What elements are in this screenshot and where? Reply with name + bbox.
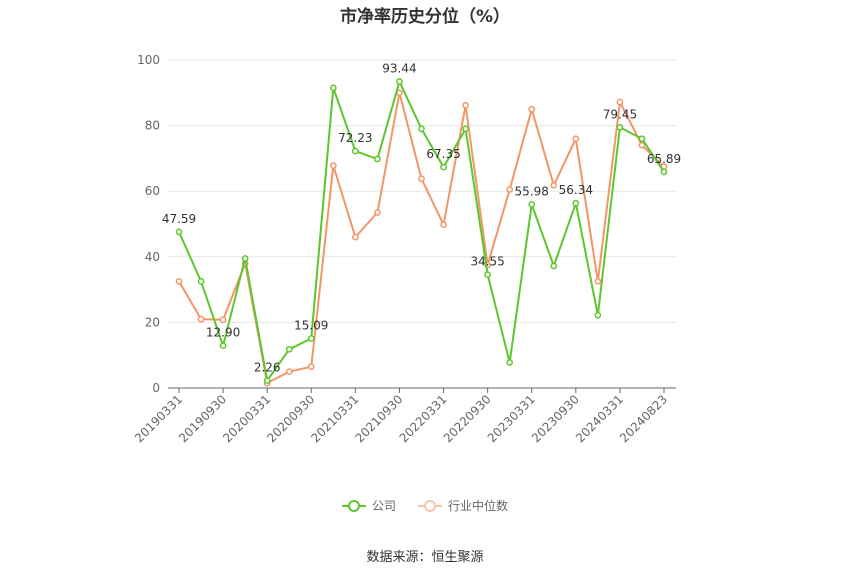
data-point-company — [594, 311, 602, 319]
data-point-industry-median — [418, 175, 425, 183]
data-point-company — [197, 278, 205, 285]
data-label: 34.55 — [470, 255, 504, 269]
data-point-company — [352, 147, 359, 155]
data-point-company — [440, 163, 447, 171]
data-point-industry-median — [329, 162, 337, 169]
data-point-industry-median — [440, 221, 447, 229]
data-point-industry-median — [550, 181, 558, 189]
data-point-industry-median — [462, 101, 469, 109]
data-point-industry-median — [594, 278, 602, 285]
data-point-industry-median — [285, 368, 293, 375]
legend-label-industry-median: 行业中位数 — [448, 499, 509, 513]
data-point-company — [572, 199, 580, 207]
data-point-company — [307, 335, 315, 342]
data-point-company — [374, 155, 381, 163]
y-tick-label: 60 — [145, 184, 160, 198]
data-label: 67.35 — [426, 147, 460, 161]
data-point-company — [263, 377, 271, 384]
data-label: 72.23 — [338, 131, 372, 145]
data-label: 2.26 — [254, 361, 281, 375]
y-tick-label: 80 — [145, 119, 160, 133]
data-point-company — [329, 84, 337, 92]
data-point-industry-median — [197, 315, 205, 323]
data-point-industry-median — [175, 278, 183, 285]
y-tick-label: 40 — [145, 250, 160, 264]
data-point-industry-median — [374, 209, 381, 216]
y-tick-label: 100 — [137, 53, 160, 67]
data-point-company — [241, 255, 249, 262]
legend-label-company: 公司 — [371, 499, 396, 513]
data-label: 55.98 — [515, 184, 549, 198]
data-point-company — [396, 78, 403, 85]
y-tick-label: 0 — [152, 381, 160, 395]
data-point-company — [638, 135, 646, 143]
data-point-company — [616, 124, 624, 131]
legend: 公司 行业中位数 — [0, 497, 850, 514]
data-label: 12.90 — [206, 326, 240, 340]
y-tick-label: 20 — [145, 315, 160, 329]
series-line-industry-median — [178, 91, 665, 385]
data-point-industry-median — [307, 363, 315, 371]
legend-swatch-company-icon — [341, 499, 366, 513]
chart-title: 市净率历史分位（%） — [339, 7, 511, 27]
data-point-company — [219, 342, 227, 350]
data-point-industry-median — [616, 98, 624, 106]
data-label: 47.59 — [162, 212, 196, 226]
data-label: 79.45 — [603, 107, 637, 121]
data-point-company — [528, 201, 536, 208]
legend-item-industry-median[interactable]: 行业中位数 — [418, 497, 508, 514]
data-point-industry-median — [506, 186, 514, 193]
line-chart: 0204060801002019033120190930202003312020… — [132, 53, 681, 445]
data-point-company — [660, 168, 668, 176]
data-point-company — [462, 125, 469, 133]
data-label: 93.44 — [382, 62, 416, 76]
data-point-company — [484, 271, 491, 279]
data-label: 15.09 — [294, 319, 328, 333]
data-point-company — [285, 345, 293, 353]
source-note: 数据来源：恒生聚源 — [366, 550, 484, 565]
data-point-industry-median — [572, 135, 580, 143]
legend-swatch-industry-icon — [418, 499, 442, 513]
x-tick-label: 20240823 — [617, 392, 670, 445]
data-point-company — [550, 262, 558, 270]
data-point-company — [506, 359, 514, 366]
legend-item-company[interactable]: 公司 — [341, 497, 396, 514]
data-point-industry-median — [528, 105, 536, 113]
data-point-company — [418, 125, 425, 133]
data-point-industry-median — [638, 141, 646, 149]
data-label: 65.89 — [647, 152, 681, 166]
data-point-industry-median — [219, 316, 227, 324]
data-point-industry-median — [352, 233, 359, 241]
data-label: 56.34 — [559, 183, 593, 197]
data-point-company — [175, 228, 183, 236]
